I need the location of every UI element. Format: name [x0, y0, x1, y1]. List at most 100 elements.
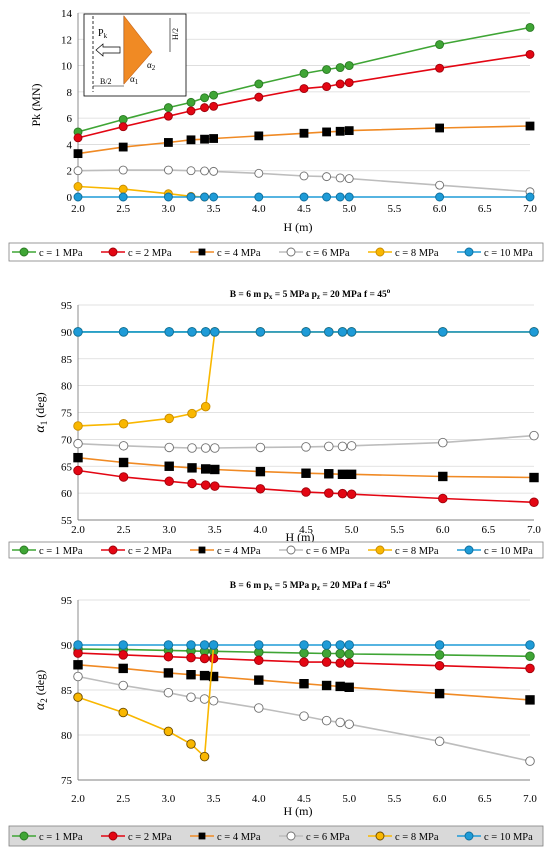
- y-axis-label: α2 (deg): [33, 670, 49, 710]
- legend-frame: [8, 242, 544, 262]
- legend-label: c = 2 MPa: [128, 832, 172, 843]
- legend-entry-c1: c = 1 MPa: [12, 545, 83, 557]
- data-point: [209, 90, 219, 100]
- series-c2: [73, 49, 535, 143]
- data-point: [435, 192, 445, 202]
- x-tick-label: 6.0: [433, 203, 447, 215]
- data-point: [255, 484, 266, 494]
- legend-entry-c4: c = 4 MPa: [190, 248, 261, 259]
- x-tick-label: 5.0: [342, 793, 356, 805]
- legend-swatch-marker: [19, 545, 29, 555]
- data-point: [434, 736, 445, 747]
- data-point: [163, 726, 174, 737]
- legend-swatch-marker: [108, 545, 118, 555]
- inset-h2-label: H/2: [171, 28, 180, 40]
- data-point: [163, 138, 173, 147]
- data-point: [118, 122, 128, 132]
- series-c4: [73, 660, 535, 705]
- data-point: [186, 192, 196, 202]
- chart-alpha2-title: B = 6 m px = 5 MPa pz = 20 MPa f = 45o: [230, 578, 391, 592]
- x-tick-label: 3.0: [162, 793, 176, 805]
- data-point: [199, 670, 210, 681]
- inset-pk-label: Pk: [98, 28, 108, 40]
- x-tick-label: 4.0: [252, 793, 266, 805]
- data-point: [186, 640, 196, 650]
- data-point: [322, 192, 332, 202]
- data-point: [209, 166, 219, 176]
- legend-frame: [8, 825, 544, 847]
- data-point: [163, 192, 173, 202]
- legend-swatch-marker: [286, 831, 296, 841]
- data-point: [118, 663, 128, 674]
- data-point: [118, 419, 129, 429]
- series-line: [77, 185, 205, 198]
- data-point: [301, 487, 311, 497]
- inset-wedge: [123, 15, 153, 85]
- data-point: [186, 106, 196, 116]
- data-point: [344, 61, 354, 71]
- data-point: [346, 441, 357, 451]
- data-point: [118, 441, 129, 451]
- y-axis-label: α1 (deg): [33, 392, 49, 432]
- data-point: [299, 171, 309, 181]
- y-tick-label: 90: [61, 327, 73, 339]
- data-point: [73, 438, 83, 449]
- data-point: [335, 658, 345, 668]
- data-point: [255, 442, 266, 453]
- data-point: [335, 173, 345, 183]
- data-point: [529, 430, 539, 441]
- data-point: [73, 640, 83, 650]
- x-tick-label: 7.0: [523, 793, 537, 805]
- data-point: [163, 668, 174, 678]
- data-point: [344, 174, 354, 184]
- data-point: [254, 703, 264, 713]
- inset-a1-label: α1: [130, 74, 139, 86]
- data-point: [335, 79, 345, 89]
- chart-pk: 0 2 4 6 8 10 12 14 2.0 2.5 3.0 3.5 4.0 4.5 5.0 5.5 6.0 6.…: [29, 8, 537, 234]
- legend-entry-c10: c = 10 MPa: [457, 545, 533, 557]
- data-point: [344, 126, 354, 136]
- x-axis-label: H (m): [286, 530, 315, 544]
- data-point: [118, 680, 128, 691]
- data-point: [118, 707, 128, 718]
- legend-entry-c2: c = 2 MPa: [101, 831, 172, 843]
- y-tick-label: 0: [67, 192, 73, 204]
- data-point: [321, 680, 332, 691]
- data-point: [200, 134, 209, 144]
- legend-label: c = 8 MPa: [395, 832, 439, 843]
- data-point: [255, 327, 266, 337]
- data-point: [299, 69, 309, 78]
- y-tick-label: 75: [61, 408, 73, 420]
- series-c10: [73, 192, 535, 202]
- data-point: [335, 681, 345, 692]
- legend-label: c = 8 MPa: [395, 546, 439, 557]
- inset-a2-label: α2: [147, 60, 156, 72]
- x-tick-label: 3.5: [208, 524, 222, 536]
- data-point: [186, 739, 196, 749]
- data-point: [200, 93, 210, 103]
- data-point: [199, 653, 210, 664]
- legend-entry-c1: c = 1 MPa: [12, 831, 83, 843]
- data-point: [346, 469, 357, 480]
- data-point: [200, 401, 211, 412]
- series-c2: [73, 465, 539, 508]
- legend-swatch-marker: [108, 831, 118, 841]
- legend-label: c = 4 MPa: [217, 248, 261, 259]
- data-point: [344, 649, 354, 659]
- x-tick-label: 3.0: [162, 203, 176, 215]
- data-point: [344, 78, 354, 88]
- y-tick-label: 65: [61, 461, 73, 473]
- legend-entry-c2: c = 2 MPa: [101, 247, 172, 259]
- series-line: [77, 331, 534, 427]
- y-tick-label: 75: [61, 775, 73, 787]
- series-c6: [73, 165, 535, 197]
- data-point: [163, 651, 174, 662]
- data-point: [529, 327, 539, 337]
- legend-entry-c8: c = 8 MPa: [368, 247, 439, 259]
- data-point: [200, 192, 210, 202]
- data-point: [335, 640, 345, 650]
- legend-swatch-marker: [375, 831, 385, 841]
- legend-entry-c2: c = 2 MPa: [101, 545, 172, 557]
- legend-alpha1: c = 1 MPa c = 2 MPa c = 4 MPa c = 6 MPa c = …: [8, 541, 544, 559]
